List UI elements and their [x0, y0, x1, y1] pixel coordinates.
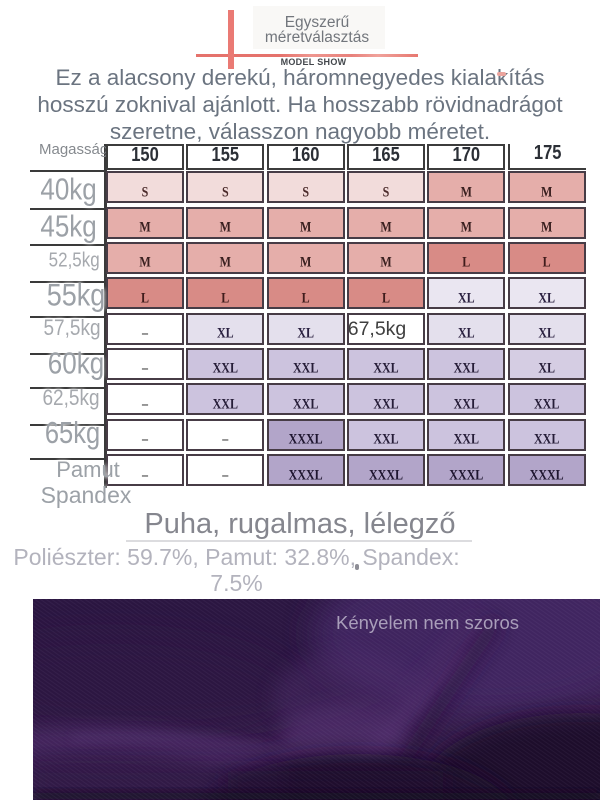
svg-text:Kényelem nem szoros: Kényelem nem szoros	[336, 612, 519, 633]
